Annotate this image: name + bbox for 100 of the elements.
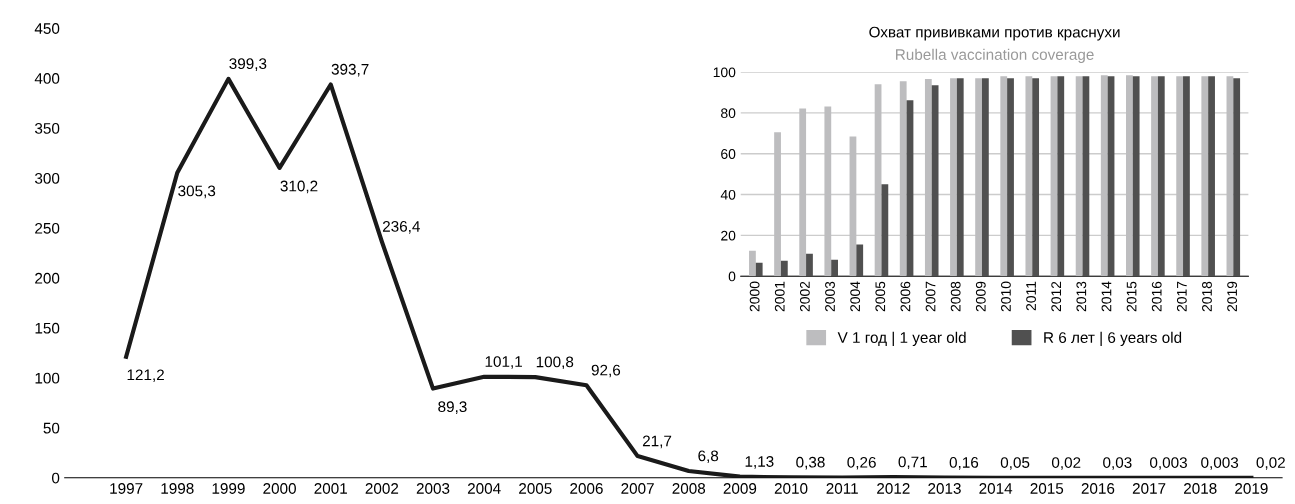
data-label: 6,8 (698, 450, 719, 464)
bar (881, 184, 889, 277)
x-tick-label: 2010 (1001, 281, 1011, 312)
bar (799, 108, 807, 277)
x-tick-label: 2016 (1081, 483, 1115, 494)
bar (981, 78, 989, 277)
x-tick-label: 2007 (925, 281, 936, 312)
y-tick-label: 400 (34, 73, 60, 84)
x-tick-label: 2003 (416, 483, 450, 494)
x-tick-label: 2017 (1132, 483, 1166, 494)
x-tick-label: 2008 (950, 281, 961, 312)
bar (1000, 76, 1008, 277)
data-label: 1,13 (745, 456, 774, 469)
data-label: 0,003 (1149, 457, 1187, 470)
y-tick-label: 80 (721, 108, 736, 119)
data-label: 0,05 (1000, 457, 1030, 470)
bar (950, 78, 957, 277)
bar (1157, 76, 1165, 277)
y-tick-label: 350 (34, 123, 60, 134)
data-label: 0,38 (796, 456, 825, 470)
x-tick-label: 1998 (161, 483, 194, 494)
data-label: 92,6 (591, 364, 621, 378)
data-label: 0,26 (847, 456, 876, 470)
data-label: 305,3 (178, 185, 216, 199)
x-tick-label: 1997 (110, 483, 143, 494)
x-tick-label: 2003 (825, 281, 835, 312)
legend-label: R 6 лет | 6 years old (1044, 331, 1182, 347)
y-tick-label: 50 (43, 422, 60, 434)
data-label: 100,8 (536, 356, 574, 370)
x-tick-label: 2017 (1176, 281, 1187, 312)
x-tick-label: 2006 (900, 281, 911, 312)
bar (1032, 78, 1040, 277)
data-label: 0,02 (1051, 457, 1081, 470)
x-tick-label: 2018 (1202, 281, 1212, 312)
bar (780, 260, 788, 277)
x-tick-label: 2015 (1126, 281, 1137, 312)
x-tick-label: 2013 (928, 483, 961, 494)
bar (924, 79, 932, 277)
x-tick-label: 2004 (850, 281, 861, 312)
x-tick-label: 2001 (314, 483, 347, 494)
bar (755, 262, 763, 277)
bar (1100, 75, 1108, 277)
y-tick-label: 150 (35, 322, 60, 334)
x-tick-label: 2001 (774, 281, 785, 312)
data-label: 399,3 (229, 58, 267, 71)
x-tick-label: 2014 (979, 483, 1013, 494)
bar (1132, 76, 1140, 277)
x-tick-label: 2000 (749, 281, 760, 312)
chart-title: Охват прививками против краснухи (869, 26, 1120, 41)
y-tick-label: 20 (721, 230, 736, 241)
data-label: 0,71 (898, 456, 927, 470)
x-tick-label: 2000 (263, 483, 296, 494)
x-tick-label: 2009 (723, 483, 757, 494)
bar (899, 81, 907, 277)
bar (856, 244, 864, 277)
bar (831, 259, 838, 277)
y-tick-label: 300 (34, 172, 60, 184)
x-tick-label: 2011 (1026, 281, 1036, 311)
x-tick-label: 2002 (799, 281, 810, 312)
bar (931, 85, 939, 277)
x-tick-label: 1999 (212, 483, 245, 494)
x-tick-label: 2011 (826, 483, 858, 494)
bar (956, 78, 964, 277)
y-tick-label: 100 (713, 67, 736, 78)
bar (1007, 78, 1014, 277)
bar (1183, 76, 1190, 277)
chart-subtitle: Rubella vaccination coverage (896, 48, 1094, 63)
data-label: 393,7 (331, 63, 369, 77)
x-tick-label: 2018 (1183, 483, 1217, 494)
x-tick-label: 2009 (975, 281, 986, 312)
x-tick-label: 2015 (1030, 483, 1064, 494)
y-tick-label: 250 (35, 222, 60, 234)
bar (1125, 75, 1133, 277)
data-label: 0,16 (949, 457, 979, 470)
bar (1201, 76, 1209, 277)
x-tick-label: 2007 (621, 483, 654, 494)
data-label: 0,03 (1103, 457, 1132, 470)
x-tick-label: 2005 (519, 483, 552, 494)
y-tick-label: 450 (34, 23, 60, 34)
x-tick-label: 2012 (877, 483, 910, 494)
y-tick-label: 40 (720, 189, 736, 200)
bar (806, 253, 813, 277)
data-label: 21,7 (642, 435, 672, 449)
x-tick-label: 2004 (467, 483, 501, 494)
x-tick-label: 2014 (1101, 281, 1112, 312)
x-tick-label: 2019 (1235, 483, 1268, 494)
bar (774, 132, 781, 277)
data-label: 0,003 (1201, 457, 1239, 470)
data-label: 121,2 (127, 369, 164, 383)
bar (1075, 76, 1083, 277)
x-tick-label: 2002 (365, 483, 399, 494)
bar (824, 106, 832, 277)
y-tick-label: 0 (728, 271, 736, 282)
x-tick-label: 2012 (1051, 281, 1062, 312)
bar (1057, 76, 1065, 277)
y-tick-label: 200 (35, 272, 60, 284)
x-tick-label: 2013 (1076, 281, 1087, 312)
x-tick-label: 2010 (774, 483, 808, 494)
bar (1025, 76, 1033, 277)
data-label: 0,02 (1256, 457, 1285, 470)
